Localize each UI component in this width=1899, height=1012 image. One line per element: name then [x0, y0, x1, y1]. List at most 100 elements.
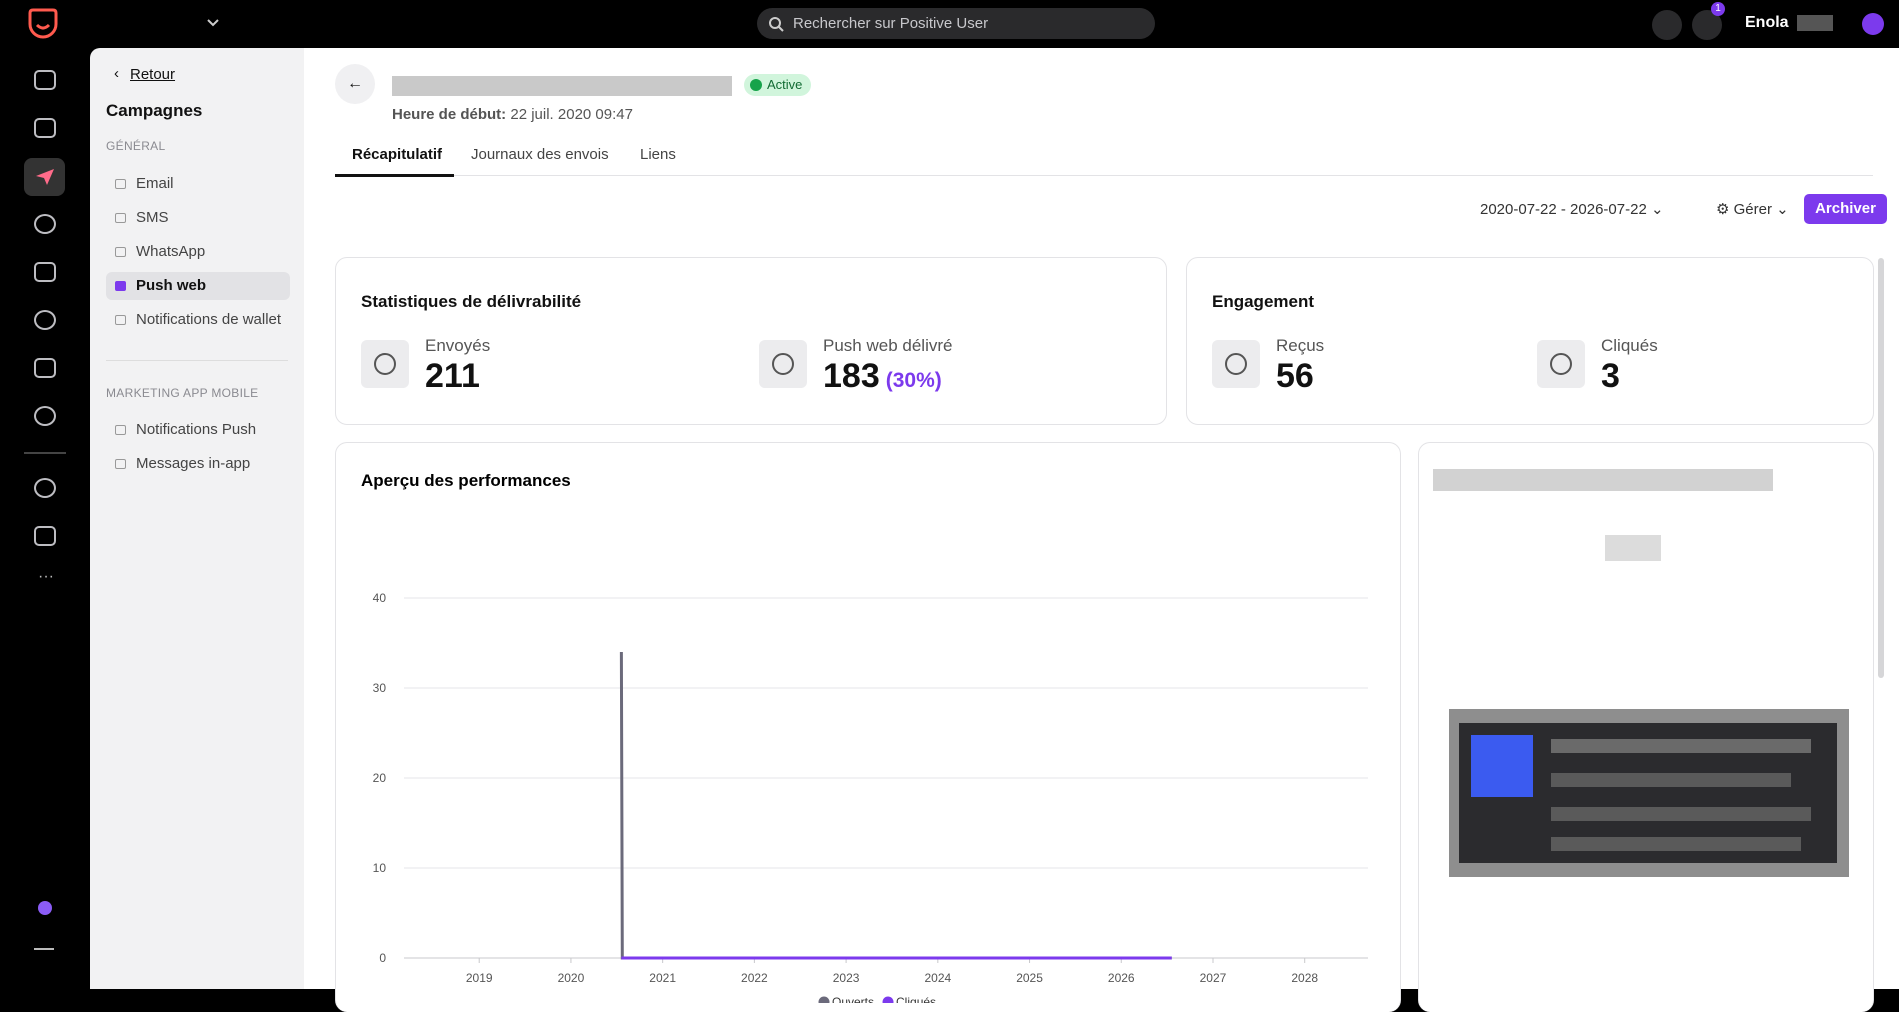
nav-label: Notifications de wallet	[136, 311, 282, 328]
user-name[interactable]: Enola	[1745, 14, 1789, 31]
nav-label: Push web	[136, 277, 207, 294]
deliverability-card: Statistiques de délivrabilité Envoyés 21…	[335, 257, 1167, 425]
archive-button[interactable]: Archiver	[1804, 194, 1887, 224]
start-label: Heure de début:	[392, 106, 507, 123]
card-title: Engagement	[1212, 292, 1315, 311]
preview-line	[1551, 739, 1811, 753]
rail-icon[interactable]	[34, 526, 56, 546]
preview-line	[1551, 807, 1811, 821]
search-icon	[769, 17, 784, 32]
collapse-button[interactable]	[34, 948, 54, 950]
x-tick-label: 2028	[1291, 971, 1318, 985]
tab[interactable]: Liens	[640, 146, 676, 163]
title-blur	[392, 76, 732, 96]
stat-icon	[1212, 340, 1260, 388]
back-chevron: ‹	[114, 65, 119, 82]
legend-swatch	[818, 996, 830, 1003]
preview-blur	[1605, 535, 1661, 561]
user-blur	[1797, 15, 1833, 31]
rail-icon[interactable]	[34, 118, 56, 138]
rail-icon[interactable]	[34, 358, 56, 378]
manage-label: Gérer	[1733, 201, 1772, 218]
nav-item[interactable]: WhatsApp	[106, 238, 290, 266]
chart-title: Aperçu des performances	[361, 471, 571, 490]
rail-icon[interactable]	[34, 478, 56, 498]
legend-label: Ouverts	[832, 995, 874, 1003]
y-tick-label: 0	[379, 951, 386, 965]
icon-rail: ···	[0, 48, 90, 989]
card-title: Statistiques de délivrabilité	[361, 292, 582, 311]
tab[interactable]: Journaux des envois	[471, 146, 609, 163]
rail-icon[interactable]	[34, 262, 56, 282]
rail-more[interactable]: ···	[38, 568, 54, 585]
logo	[28, 8, 58, 39]
rail-icon[interactable]	[34, 406, 56, 426]
nav-item[interactable]: Push web	[106, 272, 290, 300]
x-tick-label: 2024	[924, 971, 951, 985]
section-heading: GÉNÉRAL	[106, 139, 166, 153]
x-tick-label: 2021	[649, 971, 676, 985]
preview-line	[1551, 773, 1791, 787]
x-tick-label: 2019	[466, 971, 493, 985]
stat-value: 183	[823, 357, 880, 395]
status-badge: Active	[744, 74, 811, 96]
nav-label: Messages in-app	[136, 455, 251, 472]
tab-underline	[335, 174, 454, 177]
rail-icon[interactable]	[34, 214, 56, 234]
sidebar: Retour ‹ Campagnes GÉNÉRAL Email SMS Wha…	[90, 48, 304, 989]
engagement-card: Engagement Reçus 56 Cliqués 3	[1186, 257, 1874, 425]
divider	[106, 360, 288, 361]
stat-label: Envoyés	[425, 336, 491, 355]
nav-label: WhatsApp	[136, 243, 206, 260]
stat-value: 56	[1276, 357, 1314, 395]
section-heading: MARKETING APP MOBILE	[106, 386, 259, 400]
stat-label: Reçus	[1276, 336, 1325, 355]
main: ← Active Heure de début: 22 juil. 2020 0…	[304, 48, 1899, 1012]
x-tick-label: 2020	[558, 971, 585, 985]
nav-label: Notifications Push	[136, 421, 257, 438]
rail-icon[interactable]	[38, 901, 52, 915]
stat-label: Push web délivré	[823, 336, 953, 355]
stat-percent: (30%)	[885, 369, 942, 392]
x-tick-label: 2023	[833, 971, 860, 985]
top-bar: Rechercher sur Positive User 1 Enola	[0, 0, 1899, 48]
avatar[interactable]	[1862, 13, 1884, 35]
nav-label: Email	[136, 175, 174, 192]
sidebar-title: Campagnes	[106, 101, 203, 120]
date-range[interactable]: 2020-07-22 - 2026-07-22 ⌄	[1480, 201, 1664, 218]
x-tick-label: 2026	[1108, 971, 1135, 985]
rail-icon[interactable]	[34, 70, 56, 90]
nav-item[interactable]: Email	[106, 170, 290, 198]
chart: Aperçu des performances 0 10 20 30 40 2019 202…	[361, 471, 1368, 1003]
preview-line	[1551, 837, 1801, 851]
stat-icon	[759, 340, 807, 388]
nav-item[interactable]: Notifications Push	[106, 416, 290, 444]
legend-swatch	[882, 996, 894, 1003]
nav-label: SMS	[136, 209, 169, 226]
preview-title-blur	[1433, 469, 1773, 491]
tab-border	[335, 175, 1873, 176]
stat-label: Cliqués	[1601, 336, 1658, 355]
stat-value-row: 183 (30%)	[823, 357, 942, 396]
manage-menu[interactable]: ⚙ Gérer ⌄	[1716, 201, 1789, 218]
back-button[interactable]: ←	[335, 64, 375, 104]
y-tick-label: 20	[373, 771, 387, 785]
preview-card	[1418, 442, 1874, 1012]
scrollbar[interactable]	[1878, 258, 1884, 678]
rail-divider	[24, 452, 66, 454]
preview-icon	[1471, 735, 1533, 797]
search-box[interactable]: Rechercher sur Positive User	[757, 8, 1155, 39]
start-line: Heure de début: 22 juil. 2020 09:47	[392, 106, 633, 123]
nav-item[interactable]: SMS	[106, 204, 290, 232]
tab[interactable]: Récapitulatif	[352, 146, 443, 163]
rail-icon[interactable]	[34, 310, 56, 330]
y-tick-label: 30	[373, 681, 387, 695]
back-link[interactable]: Retour	[130, 66, 176, 83]
workspace-toggle[interactable]	[206, 16, 220, 30]
nav-item[interactable]: Messages in-app	[106, 450, 290, 478]
nav-item[interactable]: Notifications de wallet	[106, 306, 290, 334]
stat-icon	[361, 340, 409, 388]
date-range-label: 2020-07-22 - 2026-07-22	[1480, 201, 1647, 218]
help-button[interactable]	[1652, 10, 1682, 40]
